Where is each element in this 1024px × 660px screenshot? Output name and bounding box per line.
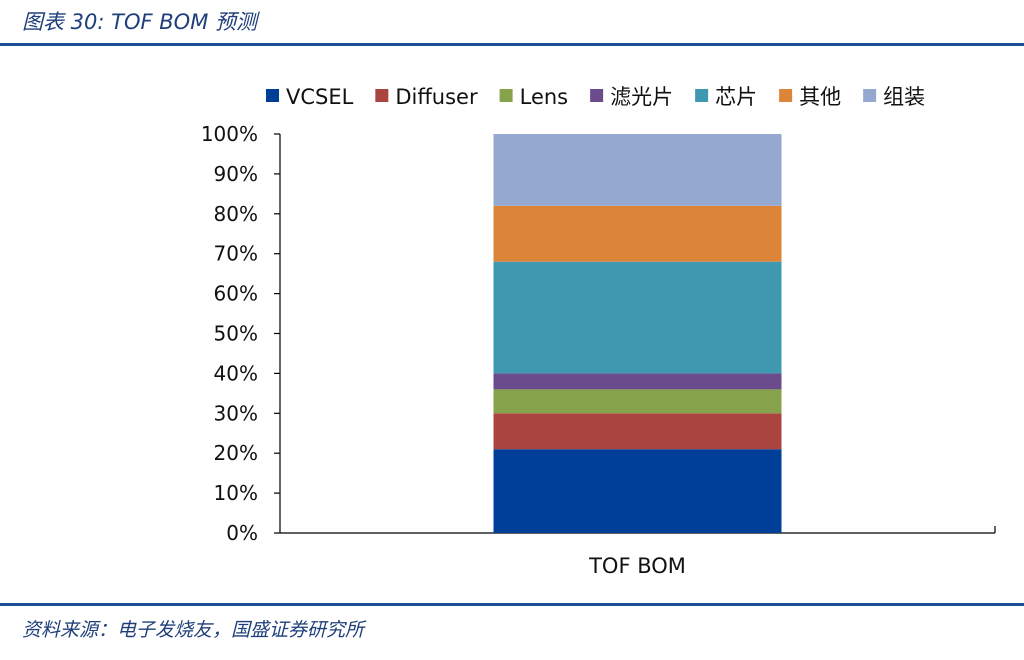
legend-swatch bbox=[266, 89, 279, 102]
bar-segment bbox=[493, 134, 782, 206]
y-tick-label: 0% bbox=[226, 521, 258, 545]
legend-item: 芯片 bbox=[695, 85, 757, 109]
legend-label: 芯片 bbox=[715, 85, 757, 109]
bar-segment bbox=[493, 205, 782, 262]
bar-segment bbox=[493, 389, 782, 414]
y-tick-label: 90% bbox=[214, 162, 258, 186]
legend-label: 其他 bbox=[799, 85, 841, 109]
legend-swatch bbox=[695, 89, 709, 102]
legend-label: 滤光片 bbox=[610, 85, 673, 109]
legend-item: Diffuser bbox=[375, 85, 478, 109]
y-tick-label: 60% bbox=[214, 282, 258, 306]
legend-item: 滤光片 bbox=[590, 85, 673, 109]
stacked-bar-chart: VCSEL Diffuser Lens 滤光片 芯片 其他 组装 0% 10% 20% 30% 40… bbox=[201, 85, 996, 578]
y-tick-label: 40% bbox=[214, 361, 258, 385]
legend-swatch bbox=[590, 89, 604, 102]
footer-divider bbox=[0, 603, 1024, 606]
legend-label: Diffuser bbox=[395, 85, 478, 109]
figure-header: 图表 30: TOF BOM 预测 bbox=[0, 0, 1024, 46]
bar-segment bbox=[493, 413, 782, 450]
x-axis: TOF BOM bbox=[280, 526, 996, 578]
y-tick-label: 20% bbox=[214, 441, 258, 465]
legend-item: 组装 bbox=[863, 85, 925, 109]
x-category-label: TOF BOM bbox=[588, 554, 686, 578]
y-tick-label: 80% bbox=[214, 202, 258, 226]
source-note: 资料来源：电子发烧友，国盛证券研究所 bbox=[22, 619, 365, 641]
legend-swatch bbox=[779, 89, 793, 102]
y-tick-label: 10% bbox=[214, 481, 258, 505]
legend-item: Lens bbox=[499, 85, 569, 109]
legend-label: Lens bbox=[520, 85, 569, 109]
legend-swatch bbox=[863, 89, 877, 102]
y-tick-label: 30% bbox=[214, 401, 258, 425]
legend-swatch bbox=[375, 89, 389, 102]
bar-segment bbox=[493, 261, 782, 374]
legend-item: VCSEL bbox=[266, 85, 354, 109]
bar-segment bbox=[493, 449, 782, 533]
y-axis: 0% 10% 20% 30% 40% 50% 60% 70% 80% 90% 100% bbox=[201, 122, 281, 545]
bar-stack bbox=[493, 134, 782, 533]
y-tick-label: 100% bbox=[201, 122, 258, 146]
legend-label: VCSEL bbox=[286, 85, 354, 109]
legend-item: 其他 bbox=[779, 85, 841, 109]
legend-swatch bbox=[499, 89, 513, 102]
figure-title: 图表 30: TOF BOM 预测 bbox=[22, 10, 257, 34]
chart-legend: VCSEL Diffuser Lens 滤光片 芯片 其他 组装 bbox=[266, 85, 925, 109]
y-tick-label: 50% bbox=[214, 322, 258, 346]
legend-label: 组装 bbox=[883, 85, 925, 109]
y-tick-label: 70% bbox=[214, 242, 258, 266]
bar-segment bbox=[493, 373, 782, 390]
